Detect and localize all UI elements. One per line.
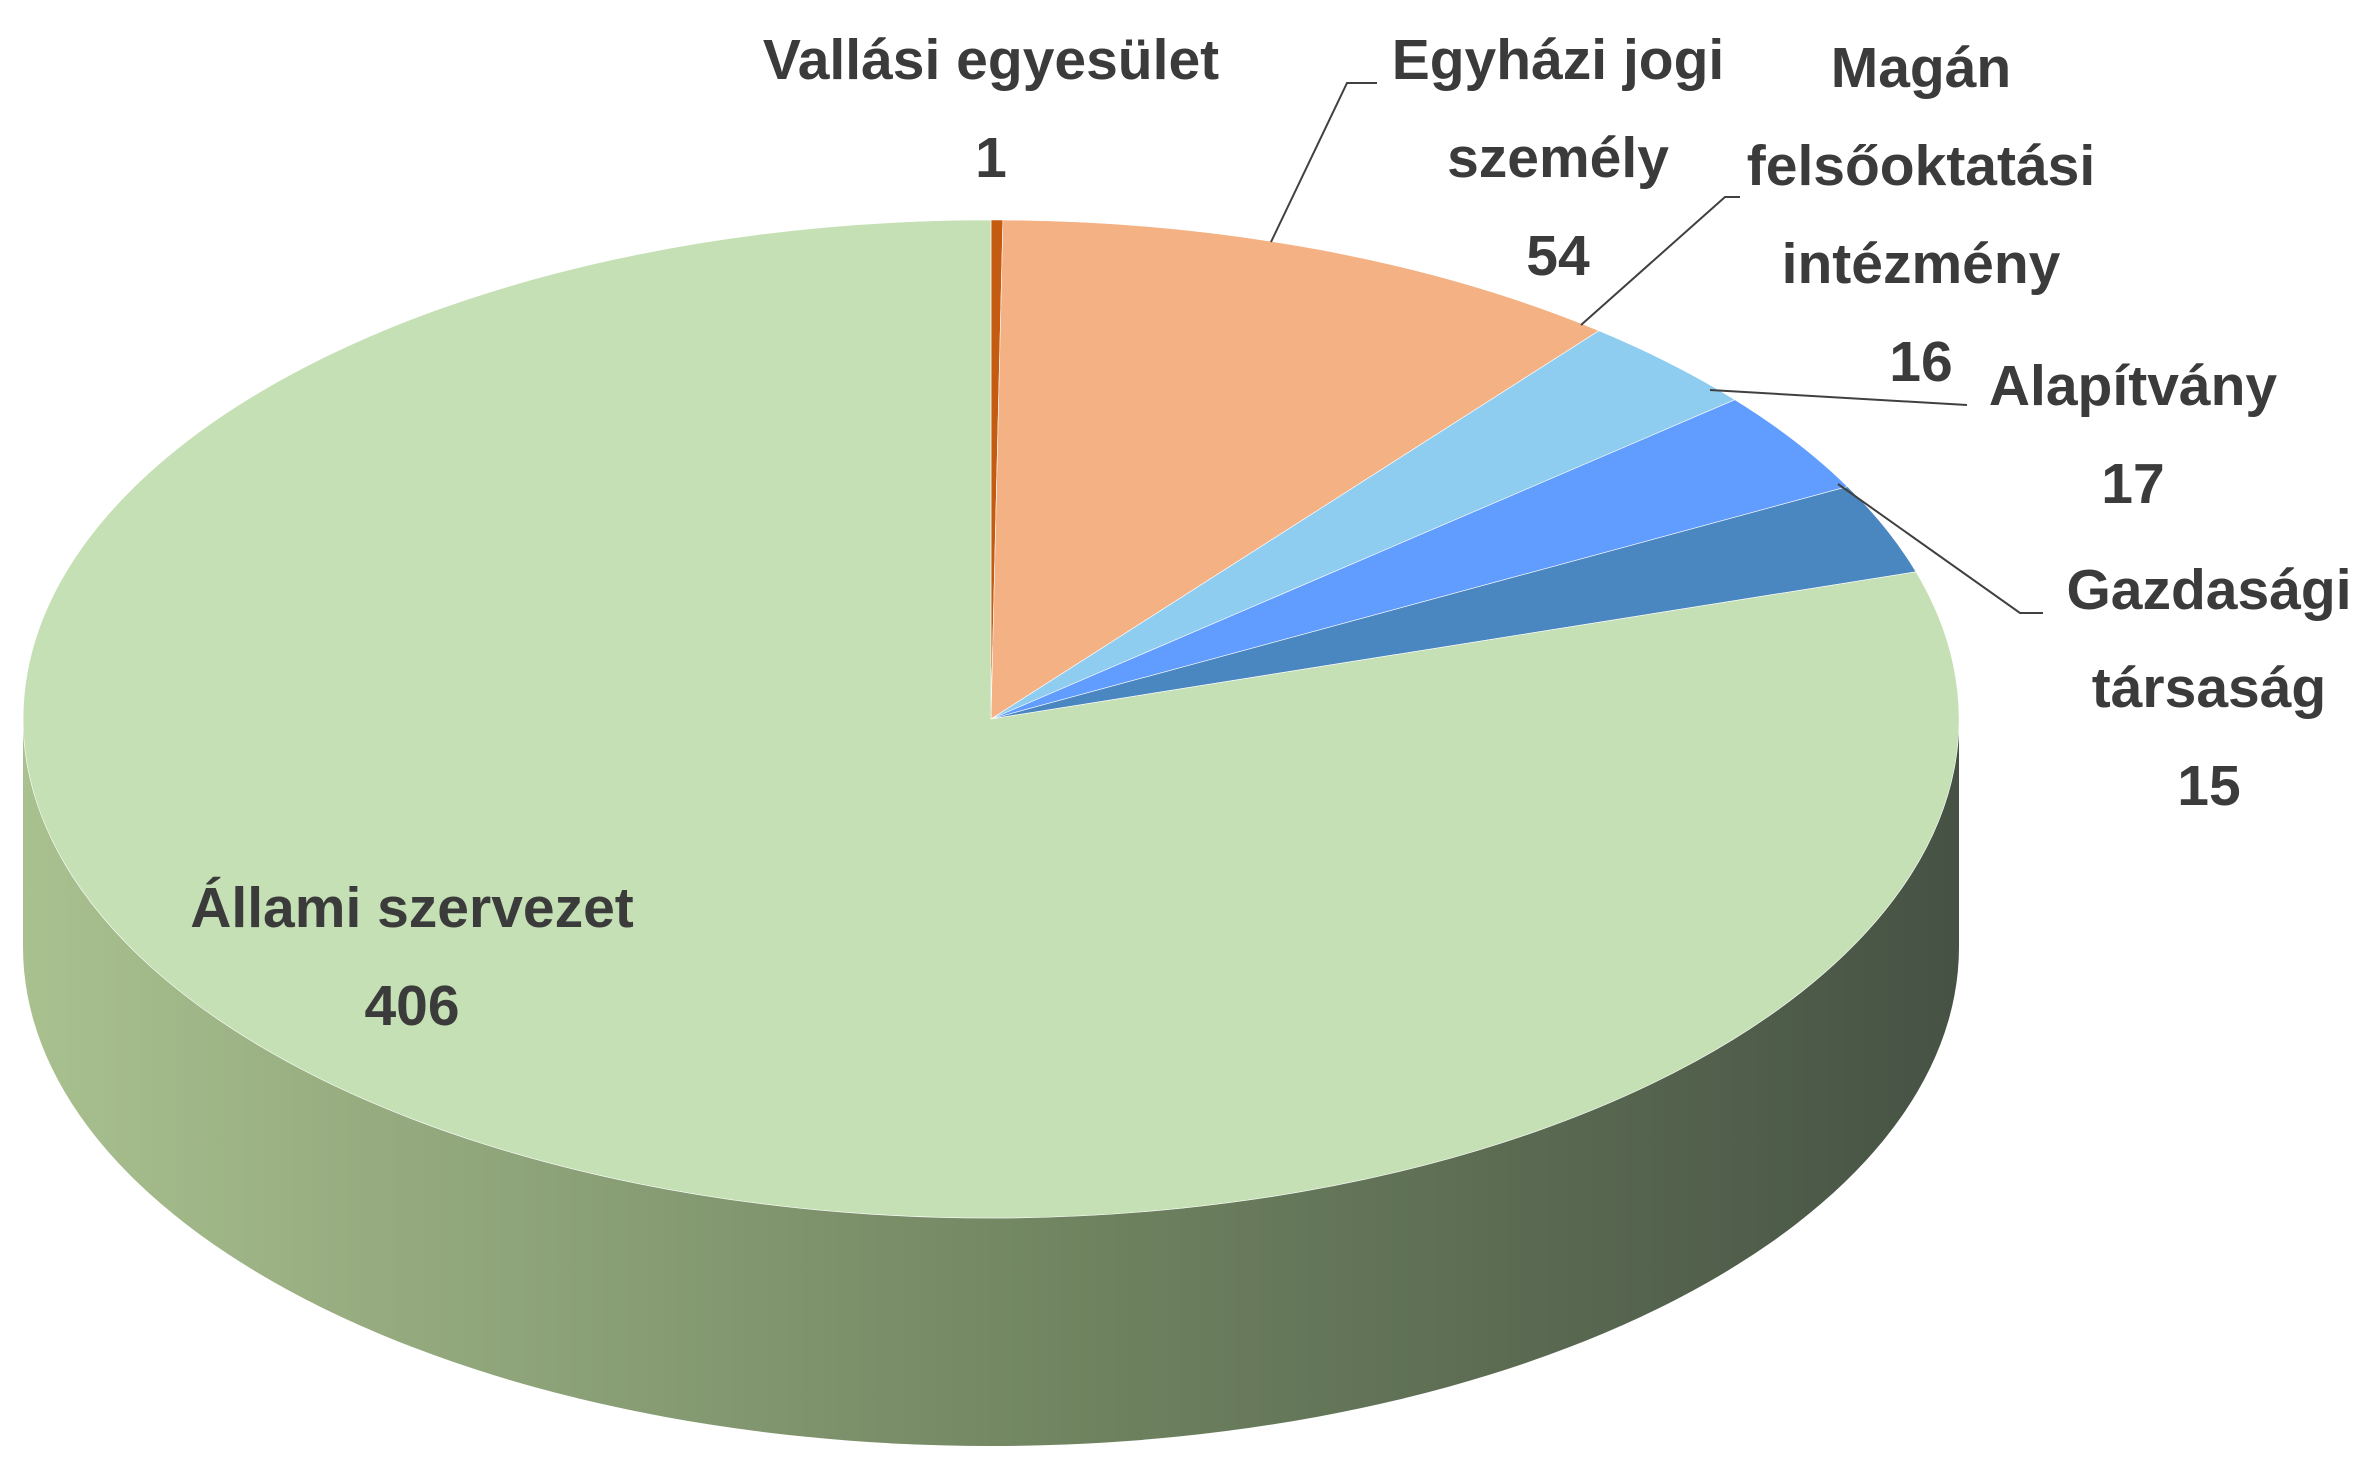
category-name: Alapítvány xyxy=(1988,354,2278,418)
leader-line xyxy=(1837,483,2043,614)
leader-line xyxy=(1709,389,1968,406)
category-name: Gazdasági társaság xyxy=(2066,558,2352,720)
value-label: 54 xyxy=(1526,224,1590,288)
slice-side xyxy=(23,719,1959,1446)
category-name: Magán felsőoktatási intézmény xyxy=(1746,36,2096,296)
data-label: Alapítvány 17 xyxy=(1953,337,2313,533)
slice xyxy=(990,219,1600,720)
data-label: Egyházi jogi személy 54 xyxy=(1358,11,1758,305)
data-label: Gazdasági társaság 15 xyxy=(2029,541,2372,835)
category-name: Vallási egyesület xyxy=(762,28,1220,92)
category-name: Állami szervezet xyxy=(190,876,634,940)
value-label: 17 xyxy=(2101,452,2165,516)
leader-line xyxy=(1270,82,1377,243)
category-name: Egyházi jogi személy xyxy=(1391,28,1725,190)
slice xyxy=(22,219,1960,1219)
value-label: 16 xyxy=(1889,330,1953,394)
data-label: Vallási egyesület 1 xyxy=(671,11,1311,207)
leader-line xyxy=(1580,196,1740,326)
value-label: 1 xyxy=(975,126,1007,190)
data-label: Magán felsőoktatási intézmény 16 xyxy=(1701,19,2141,411)
value-label: 406 xyxy=(364,974,460,1038)
value-label: 15 xyxy=(2177,754,2241,818)
data-label: Állami szervezet 406 xyxy=(92,859,732,1055)
